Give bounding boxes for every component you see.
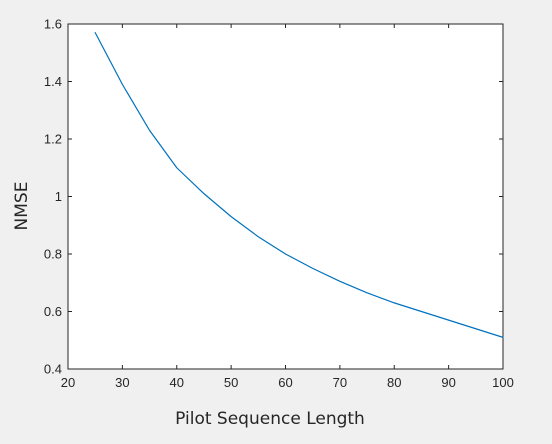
x-tick-label: 60 — [278, 375, 292, 390]
x-tick-label: 30 — [115, 375, 129, 390]
x-tick-label: 40 — [170, 375, 184, 390]
y-axis-label: NMSE — [12, 182, 32, 231]
nmse-series-line — [94, 32, 504, 338]
y-tick-label: 1.4 — [44, 74, 62, 89]
x-axis-label: Pilot Sequence Length — [175, 409, 365, 429]
x-tick-label: 100 — [492, 375, 514, 390]
axis-ticks: 20 30 40 50 60 70 80 90 100 0.4 0.6 0.8 1 1.2 1.4 1.6 — [44, 17, 514, 391]
series-layer — [94, 32, 504, 338]
x-tick-label: 90 — [441, 375, 455, 390]
y-tick-label: 1.2 — [44, 132, 62, 147]
x-tick-label: 80 — [387, 375, 401, 390]
x-tick-label: 20 — [61, 375, 75, 390]
y-tick-label: 1.6 — [44, 17, 62, 32]
y-tick-label: 0.4 — [44, 362, 62, 377]
y-tick-label: 0.6 — [44, 304, 62, 319]
y-tick-label: 1 — [55, 189, 62, 204]
plot-area — [67, 23, 504, 370]
y-tick-label: 0.8 — [44, 247, 62, 262]
x-tick-label: 70 — [333, 375, 347, 390]
x-tick-label: 50 — [224, 375, 238, 390]
